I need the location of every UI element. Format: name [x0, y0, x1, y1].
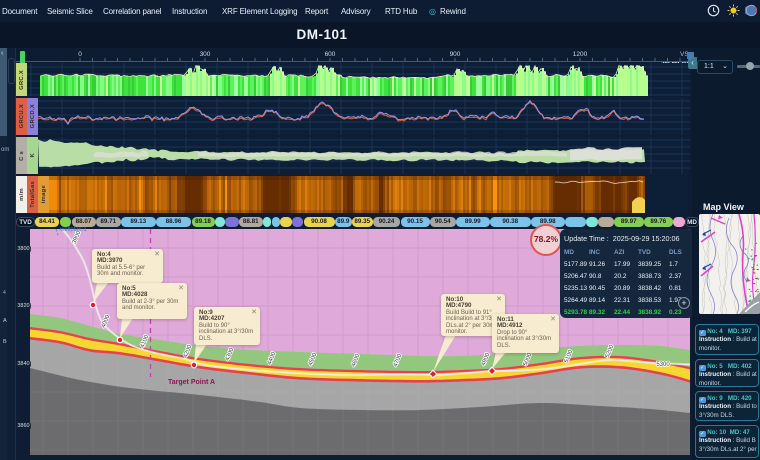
- svg-text:INC: INC: [589, 249, 600, 256]
- svg-text:600: 600: [325, 51, 336, 58]
- svg-text:1.7: 1.7: [669, 261, 678, 268]
- svg-text:5264.49: 5264.49: [564, 297, 588, 304]
- svg-text:TVD: TVD: [638, 249, 651, 256]
- svg-text:20.89: 20.89: [614, 285, 630, 292]
- svg-text:3838.53: 3838.53: [638, 297, 662, 304]
- svg-text:300: 300: [200, 51, 211, 58]
- svg-text:89.14: 89.14: [589, 297, 605, 304]
- svg-text:AZI: AZI: [614, 249, 625, 256]
- svg-text:5235.13: 5235.13: [564, 285, 588, 292]
- svg-text:3839.25: 3839.25: [638, 261, 662, 268]
- svg-text:3838.73: 3838.73: [638, 273, 662, 280]
- svg-text:0: 0: [78, 51, 82, 58]
- svg-text:17.99: 17.99: [614, 261, 630, 268]
- svg-text:22.44: 22.44: [614, 309, 630, 316]
- svg-text:20.2: 20.2: [614, 273, 627, 280]
- svg-text:0.81: 0.81: [669, 285, 682, 292]
- svg-text:89.32: 89.32: [589, 309, 605, 316]
- svg-text:5206.47: 5206.47: [564, 273, 588, 280]
- svg-text:900: 900: [450, 51, 461, 58]
- svg-text:DLS: DLS: [669, 249, 683, 256]
- svg-text:VS: VS: [680, 51, 689, 58]
- svg-text:5177.89: 5177.89: [564, 261, 588, 268]
- svg-text:90.8: 90.8: [589, 273, 602, 280]
- svg-text:0.23: 0.23: [669, 309, 682, 316]
- svg-text:1200: 1200: [573, 51, 588, 58]
- svg-text:5300: 5300: [656, 362, 670, 368]
- svg-text:2.37: 2.37: [669, 273, 682, 280]
- svg-text:22.31: 22.31: [614, 297, 630, 304]
- svg-text:3838.42: 3838.42: [638, 285, 662, 292]
- svg-text:5293.78: 5293.78: [564, 309, 588, 316]
- svg-text:3838.92: 3838.92: [638, 309, 662, 316]
- svg-text:1.97: 1.97: [669, 297, 682, 304]
- svg-text:MD: MD: [564, 249, 574, 256]
- svg-text:91.26: 91.26: [589, 261, 605, 268]
- svg-text:Target Point A: Target Point A: [168, 379, 215, 386]
- svg-text:90.45: 90.45: [589, 285, 605, 292]
